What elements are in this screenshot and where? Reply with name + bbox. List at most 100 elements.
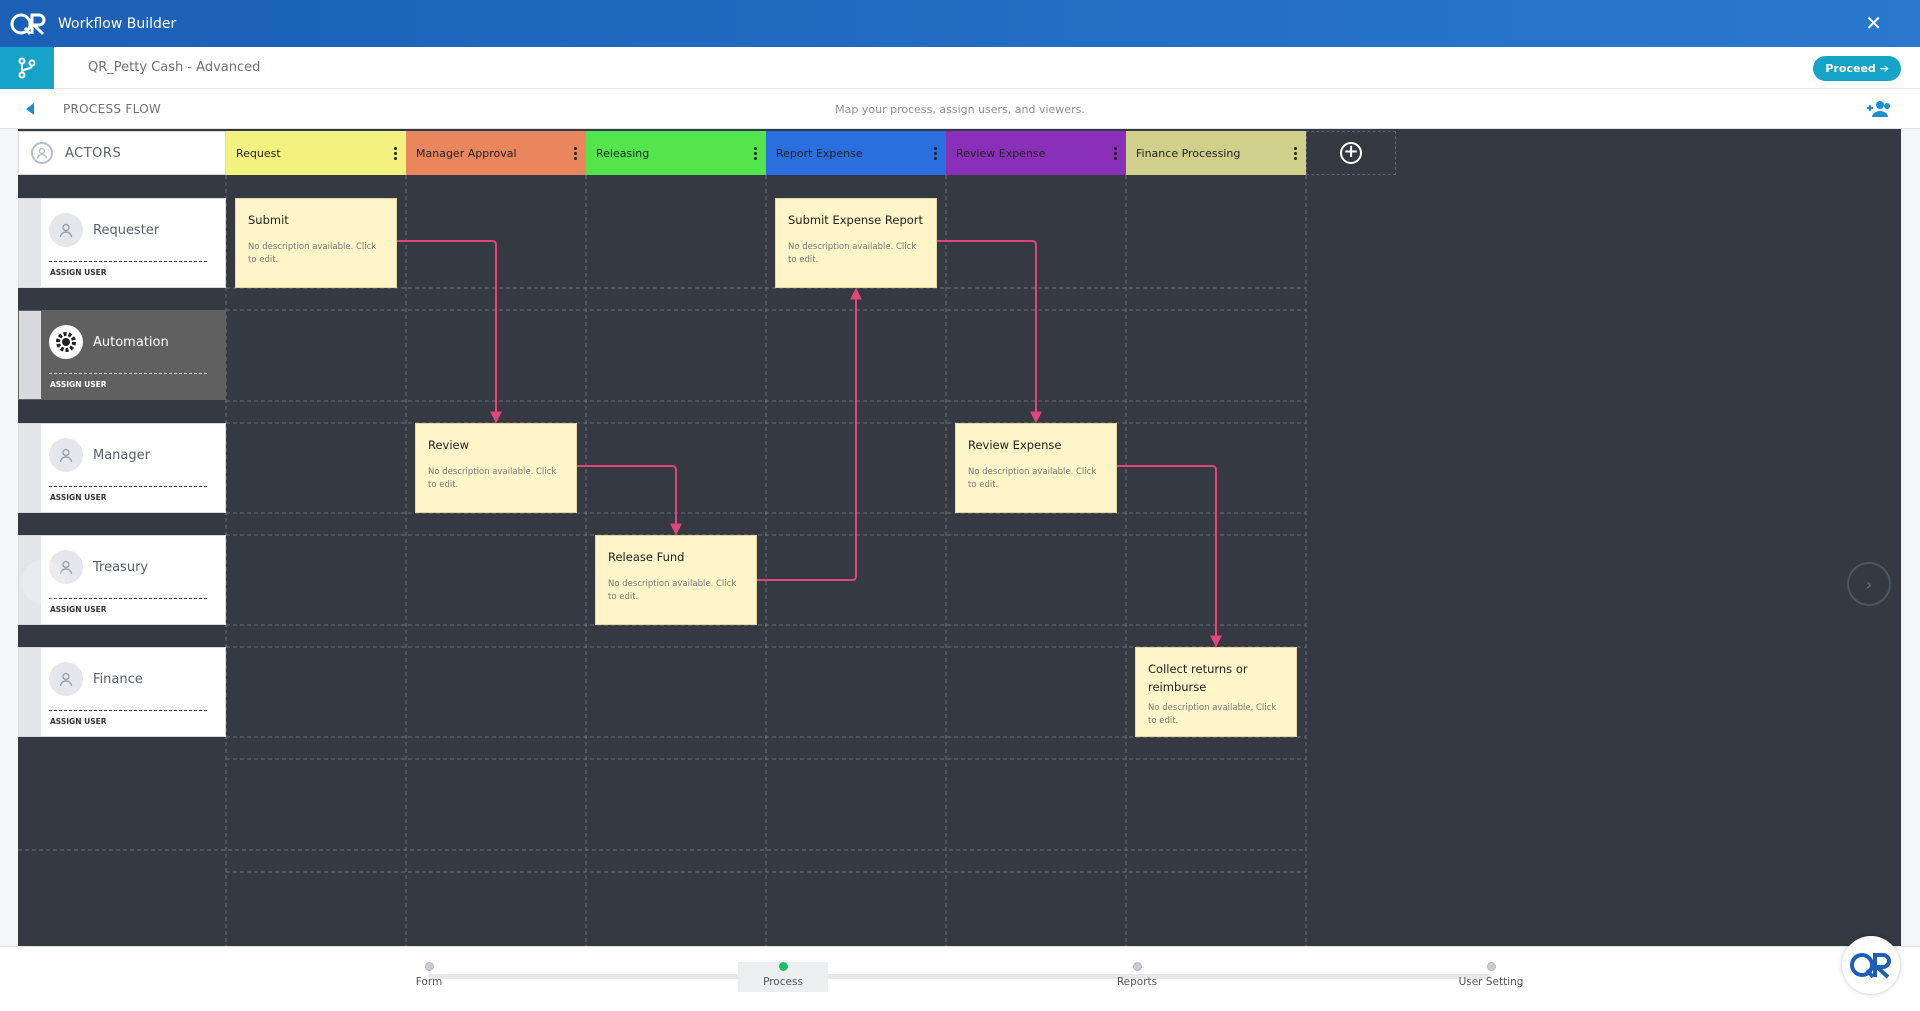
step-reports[interactable]: Reports bbox=[1092, 962, 1182, 988]
step-user-setting[interactable]: User Setting bbox=[1446, 962, 1536, 988]
branch-icon[interactable] bbox=[0, 47, 54, 89]
assign-user-link[interactable]: ASSIGN USER bbox=[50, 717, 107, 726]
stage-label: Releasing bbox=[596, 146, 650, 160]
stage-label: Request bbox=[236, 146, 281, 160]
stage-request[interactable]: Request bbox=[226, 131, 406, 175]
task-card-review[interactable]: Review No description available. Click t… bbox=[415, 423, 577, 513]
actors-header: ACTORS bbox=[18, 131, 226, 175]
actor-name: Finance bbox=[93, 672, 143, 687]
stage-report-expense[interactable]: Report Expense bbox=[766, 131, 946, 175]
add-stage-button[interactable]: + bbox=[1306, 131, 1396, 175]
scroll-right-button[interactable]: › bbox=[1847, 562, 1891, 606]
proceed-label: Proceed bbox=[1825, 62, 1876, 75]
more-vertical-icon[interactable] bbox=[394, 146, 398, 160]
step-dot bbox=[778, 962, 788, 971]
task-description: No description available. Click to edit. bbox=[968, 467, 1097, 490]
more-vertical-icon[interactable] bbox=[574, 146, 578, 160]
task-title: Collect returns or reimburse bbox=[1148, 662, 1248, 694]
drag-handle[interactable] bbox=[19, 311, 41, 399]
gear-icon bbox=[49, 325, 83, 359]
actors-label: ACTORS bbox=[65, 145, 122, 161]
more-vertical-icon[interactable] bbox=[754, 146, 758, 160]
drag-handle[interactable] bbox=[19, 536, 41, 624]
step-label: Reports bbox=[1116, 976, 1158, 988]
process-board: ACTORS Request Manager Approval Releasin… bbox=[18, 129, 1901, 946]
scroll-left-button[interactable] bbox=[21, 560, 65, 604]
divider bbox=[49, 598, 207, 599]
actor-name: Requester bbox=[93, 223, 160, 238]
step-dot bbox=[424, 962, 434, 971]
qr-help-logo-icon[interactable] bbox=[1842, 936, 1900, 994]
task-card-submit-expense-report[interactable]: Submit Expense Report No description ava… bbox=[775, 198, 937, 288]
drag-handle[interactable] bbox=[19, 424, 41, 512]
bottom-stepper: Form Process Reports User Setting bbox=[0, 946, 1920, 1011]
actor-requester[interactable]: Requester ASSIGN USER bbox=[18, 198, 226, 288]
close-icon[interactable]: ✕ bbox=[1865, 11, 1882, 35]
workflow-name-bar: QR_Petty Cash - Advanced Proceed ➔ bbox=[0, 47, 1920, 89]
actor-treasury[interactable]: Treasury ASSIGN USER bbox=[18, 535, 226, 625]
plus-circle-icon: + bbox=[1340, 142, 1362, 164]
step-label: Form bbox=[415, 976, 443, 988]
task-title: Submit bbox=[248, 213, 289, 227]
task-description: No description available. Click to edit. bbox=[248, 242, 377, 265]
task-card-collect-returns[interactable]: Collect returns or reimburse No descript… bbox=[1135, 647, 1297, 737]
task-title: Release Fund bbox=[608, 550, 685, 564]
drag-handle[interactable] bbox=[19, 648, 41, 736]
step-process[interactable]: Process bbox=[738, 962, 828, 992]
step-label: Process bbox=[763, 976, 803, 988]
divider bbox=[49, 373, 207, 374]
divider bbox=[49, 486, 207, 487]
actor-name: Manager bbox=[93, 448, 150, 463]
task-card-submit[interactable]: Submit No description available. Click t… bbox=[235, 198, 397, 288]
task-title: Review bbox=[428, 438, 470, 452]
stage-label: Manager Approval bbox=[416, 146, 517, 160]
user-avatar-icon bbox=[49, 662, 83, 696]
stage-releasing[interactable]: Releasing bbox=[586, 131, 766, 175]
task-card-release-fund[interactable]: Release Fund No description available. C… bbox=[595, 535, 757, 625]
assign-user-link[interactable]: ASSIGN USER bbox=[50, 605, 107, 614]
task-title: Submit Expense Report bbox=[788, 213, 924, 227]
task-description: No description available. Click to edit. bbox=[428, 467, 557, 490]
more-vertical-icon[interactable] bbox=[1114, 146, 1118, 160]
task-description: No description available. Click to edit. bbox=[788, 242, 917, 265]
qr-logo-icon bbox=[10, 13, 46, 35]
user-avatar-icon bbox=[49, 438, 83, 472]
title-bar: Workflow Builder ✕ bbox=[0, 0, 1920, 47]
step-dot bbox=[1486, 962, 1496, 971]
stage-label: Report Expense bbox=[776, 146, 863, 160]
task-card-review-expense[interactable]: Review Expense No description available.… bbox=[955, 423, 1117, 513]
assign-user-link[interactable]: ASSIGN USER bbox=[50, 268, 107, 277]
workflow-name[interactable]: QR_Petty Cash - Advanced bbox=[88, 60, 261, 75]
user-avatar-icon bbox=[49, 213, 83, 247]
stage-label: Finance Processing bbox=[1136, 146, 1241, 160]
add-users-icon[interactable] bbox=[1866, 99, 1892, 119]
actor-finance[interactable]: Finance ASSIGN USER bbox=[18, 647, 226, 737]
proceed-button[interactable]: Proceed ➔ bbox=[1813, 56, 1901, 81]
more-vertical-icon[interactable] bbox=[1294, 146, 1298, 160]
actor-automation[interactable]: Automation ASSIGN USER bbox=[18, 310, 226, 400]
back-arrow-icon[interactable] bbox=[26, 103, 34, 115]
app-title: Workflow Builder bbox=[58, 15, 177, 32]
board-margin bbox=[1901, 129, 1920, 946]
stage-manager-approval[interactable]: Manager Approval bbox=[406, 131, 586, 175]
drag-handle[interactable] bbox=[19, 199, 41, 287]
stage-finance-processing[interactable]: Finance Processing bbox=[1126, 131, 1306, 175]
step-form[interactable]: Form bbox=[384, 962, 474, 988]
stage-review-expense[interactable]: Review Expense bbox=[946, 131, 1126, 175]
process-flow-hint: Map your process, assign users, and view… bbox=[835, 103, 1085, 116]
user-circle-icon bbox=[31, 142, 53, 164]
chevron-right-icon: › bbox=[1865, 574, 1873, 594]
assign-user-link[interactable]: ASSIGN USER bbox=[50, 380, 107, 389]
divider bbox=[49, 261, 207, 262]
task-description: No description available. Click to edit. bbox=[1148, 703, 1277, 726]
assign-user-link[interactable]: ASSIGN USER bbox=[50, 493, 107, 502]
stage-label: Review Expense bbox=[956, 146, 1046, 160]
process-flow-bar: PROCESS FLOW Map your process, assign us… bbox=[0, 89, 1920, 129]
more-vertical-icon[interactable] bbox=[934, 146, 938, 160]
arrow-right-icon: ➔ bbox=[1879, 62, 1889, 75]
actor-manager[interactable]: Manager ASSIGN USER bbox=[18, 423, 226, 513]
task-description: No description available. Click to edit. bbox=[608, 579, 737, 602]
process-flow-label: PROCESS FLOW bbox=[63, 102, 162, 116]
actor-name: Treasury bbox=[93, 560, 149, 575]
